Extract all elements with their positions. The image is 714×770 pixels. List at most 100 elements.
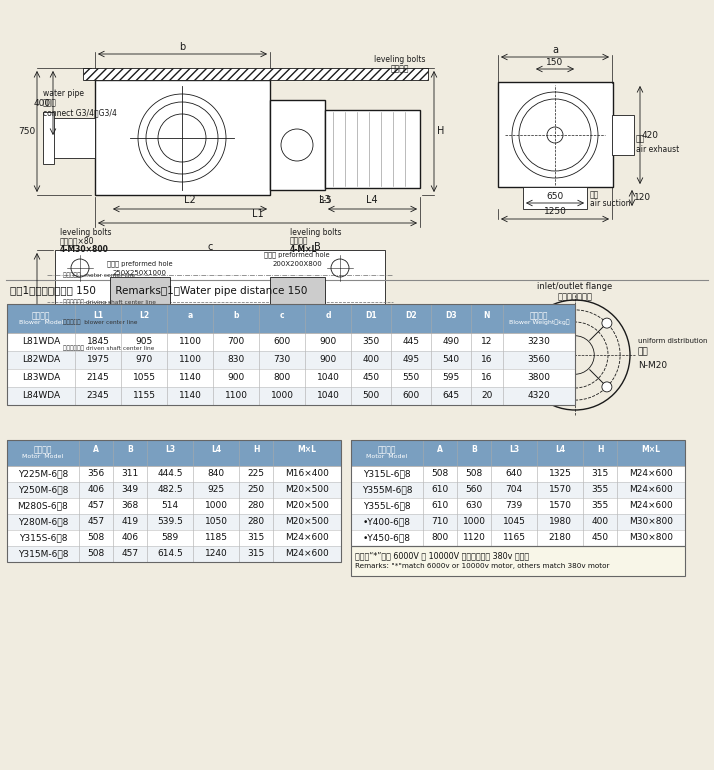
Text: 电机中心线  motor center line: 电机中心线 motor center line (63, 273, 135, 278)
Text: 739: 739 (506, 501, 523, 510)
Text: 1140: 1140 (178, 373, 201, 382)
Text: D3: D3 (499, 330, 512, 339)
Text: 12: 12 (481, 337, 493, 346)
Text: 4-M×L: 4-M×L (290, 245, 318, 254)
Text: 4320: 4320 (528, 391, 550, 400)
Text: 589: 589 (161, 533, 178, 542)
Text: 406: 406 (87, 485, 104, 494)
Text: M×L: M×L (641, 445, 660, 454)
Text: 2145: 2145 (86, 373, 109, 382)
Text: 925: 925 (208, 485, 225, 494)
Text: 1845: 1845 (86, 337, 109, 346)
Bar (95, 80, 270, 195)
Text: L81WDA: L81WDA (22, 337, 60, 346)
Text: d: d (326, 311, 331, 320)
Text: air exhaust: air exhaust (636, 145, 679, 153)
Text: 700: 700 (227, 337, 245, 346)
Bar (7, 333, 575, 351)
Bar (7, 497, 341, 514)
Bar (43, 112, 54, 164)
Text: 600: 600 (403, 391, 420, 400)
Text: 1000: 1000 (271, 391, 293, 400)
Text: 1000: 1000 (204, 501, 228, 510)
Text: Y315L-6，8: Y315L-6，8 (363, 469, 411, 478)
Text: 420: 420 (642, 130, 659, 139)
Text: L3: L3 (509, 445, 519, 454)
Text: 280: 280 (248, 517, 265, 526)
Bar (351, 546, 685, 576)
Text: 457: 457 (87, 517, 104, 526)
Bar (7, 387, 575, 405)
Text: D1: D1 (499, 364, 512, 373)
Text: 预留孔 preformed hole: 预留孔 preformed hole (107, 260, 173, 267)
Bar (7, 304, 575, 405)
Text: 970: 970 (136, 355, 153, 364)
Text: 560: 560 (466, 485, 483, 494)
Circle shape (538, 318, 548, 328)
Text: 457: 457 (87, 501, 104, 510)
Text: 1975: 1975 (86, 355, 109, 364)
Text: c: c (207, 242, 213, 252)
Bar (7, 440, 341, 561)
Text: 1120: 1120 (463, 533, 486, 542)
Text: L83WDA: L83WDA (22, 373, 60, 382)
Text: 1250: 1250 (543, 207, 566, 216)
Bar (7, 369, 575, 387)
Text: 640: 640 (506, 469, 523, 478)
Text: 1570: 1570 (548, 501, 571, 510)
Text: L84WDA: L84WDA (22, 391, 60, 400)
Text: 1980: 1980 (548, 517, 571, 526)
Text: 350: 350 (363, 337, 380, 346)
Text: M24×600: M24×600 (629, 501, 673, 510)
Text: B: B (127, 445, 133, 454)
Text: Motor  Model: Motor Model (22, 454, 64, 459)
Text: N-M20: N-M20 (638, 361, 667, 370)
Bar (7, 481, 341, 497)
Text: 1000: 1000 (463, 517, 486, 526)
Text: H: H (437, 126, 444, 136)
Text: Remarks: "*"match 6000v or 10000v motor, others match 380v motor: Remarks: "*"match 6000v or 10000v motor,… (355, 563, 610, 568)
Text: 电机型号: 电机型号 (378, 445, 396, 454)
Text: 450: 450 (591, 533, 608, 542)
Text: b: b (233, 311, 238, 320)
Bar (523, 187, 587, 209)
Text: 1570: 1570 (548, 485, 571, 494)
Text: D1: D1 (365, 311, 377, 320)
Text: 368: 368 (121, 501, 139, 510)
Text: 840: 840 (208, 469, 225, 478)
Bar (270, 100, 325, 190)
Text: 120: 120 (634, 193, 651, 203)
Text: 508: 508 (466, 469, 483, 478)
Text: L4: L4 (366, 195, 378, 205)
Text: a: a (187, 311, 193, 320)
Text: uniform distribution: uniform distribution (638, 338, 708, 344)
Text: 704: 704 (506, 485, 523, 494)
Text: 注：1、输水管间距为 150      Remarks：1、Water pipe distance 150: 注：1、输水管间距为 150 Remarks：1、Water pipe dist… (10, 286, 307, 296)
Text: 主机重量: 主机重量 (530, 311, 548, 320)
Text: M24×600: M24×600 (285, 533, 329, 542)
Text: 1050: 1050 (204, 517, 228, 526)
Text: 490: 490 (443, 337, 460, 346)
Text: M280S-6，8: M280S-6，8 (18, 501, 69, 510)
Text: Y280M-6，8: Y280M-6，8 (18, 517, 69, 526)
Text: 2180: 2180 (548, 533, 571, 542)
Text: 482.5: 482.5 (157, 485, 183, 494)
Text: 注：带“*”适用 6000V 或 10000V 电机，其余为 380v 电机。: 注：带“*”适用 6000V 或 10000V 电机，其余为 380v 电机。 (355, 551, 529, 561)
Text: 445: 445 (403, 337, 420, 346)
Text: L3: L3 (319, 195, 331, 205)
Text: M16×400: M16×400 (285, 469, 329, 478)
Bar (7, 440, 341, 466)
Text: 进、出风口法兰: 进、出风口法兰 (558, 292, 593, 301)
Text: 614.5: 614.5 (157, 549, 183, 558)
Bar (110, 277, 170, 342)
Text: L82WDA: L82WDA (22, 355, 60, 364)
Text: H: H (253, 445, 259, 454)
Text: 风机型号: 风机型号 (31, 311, 50, 320)
Text: L4: L4 (555, 445, 565, 454)
Text: air suction: air suction (590, 199, 630, 209)
Text: L2: L2 (139, 311, 149, 320)
Text: leveling bolts: leveling bolts (290, 228, 341, 237)
Bar (270, 277, 325, 342)
Bar (7, 351, 575, 369)
Text: M×L: M×L (298, 445, 316, 454)
